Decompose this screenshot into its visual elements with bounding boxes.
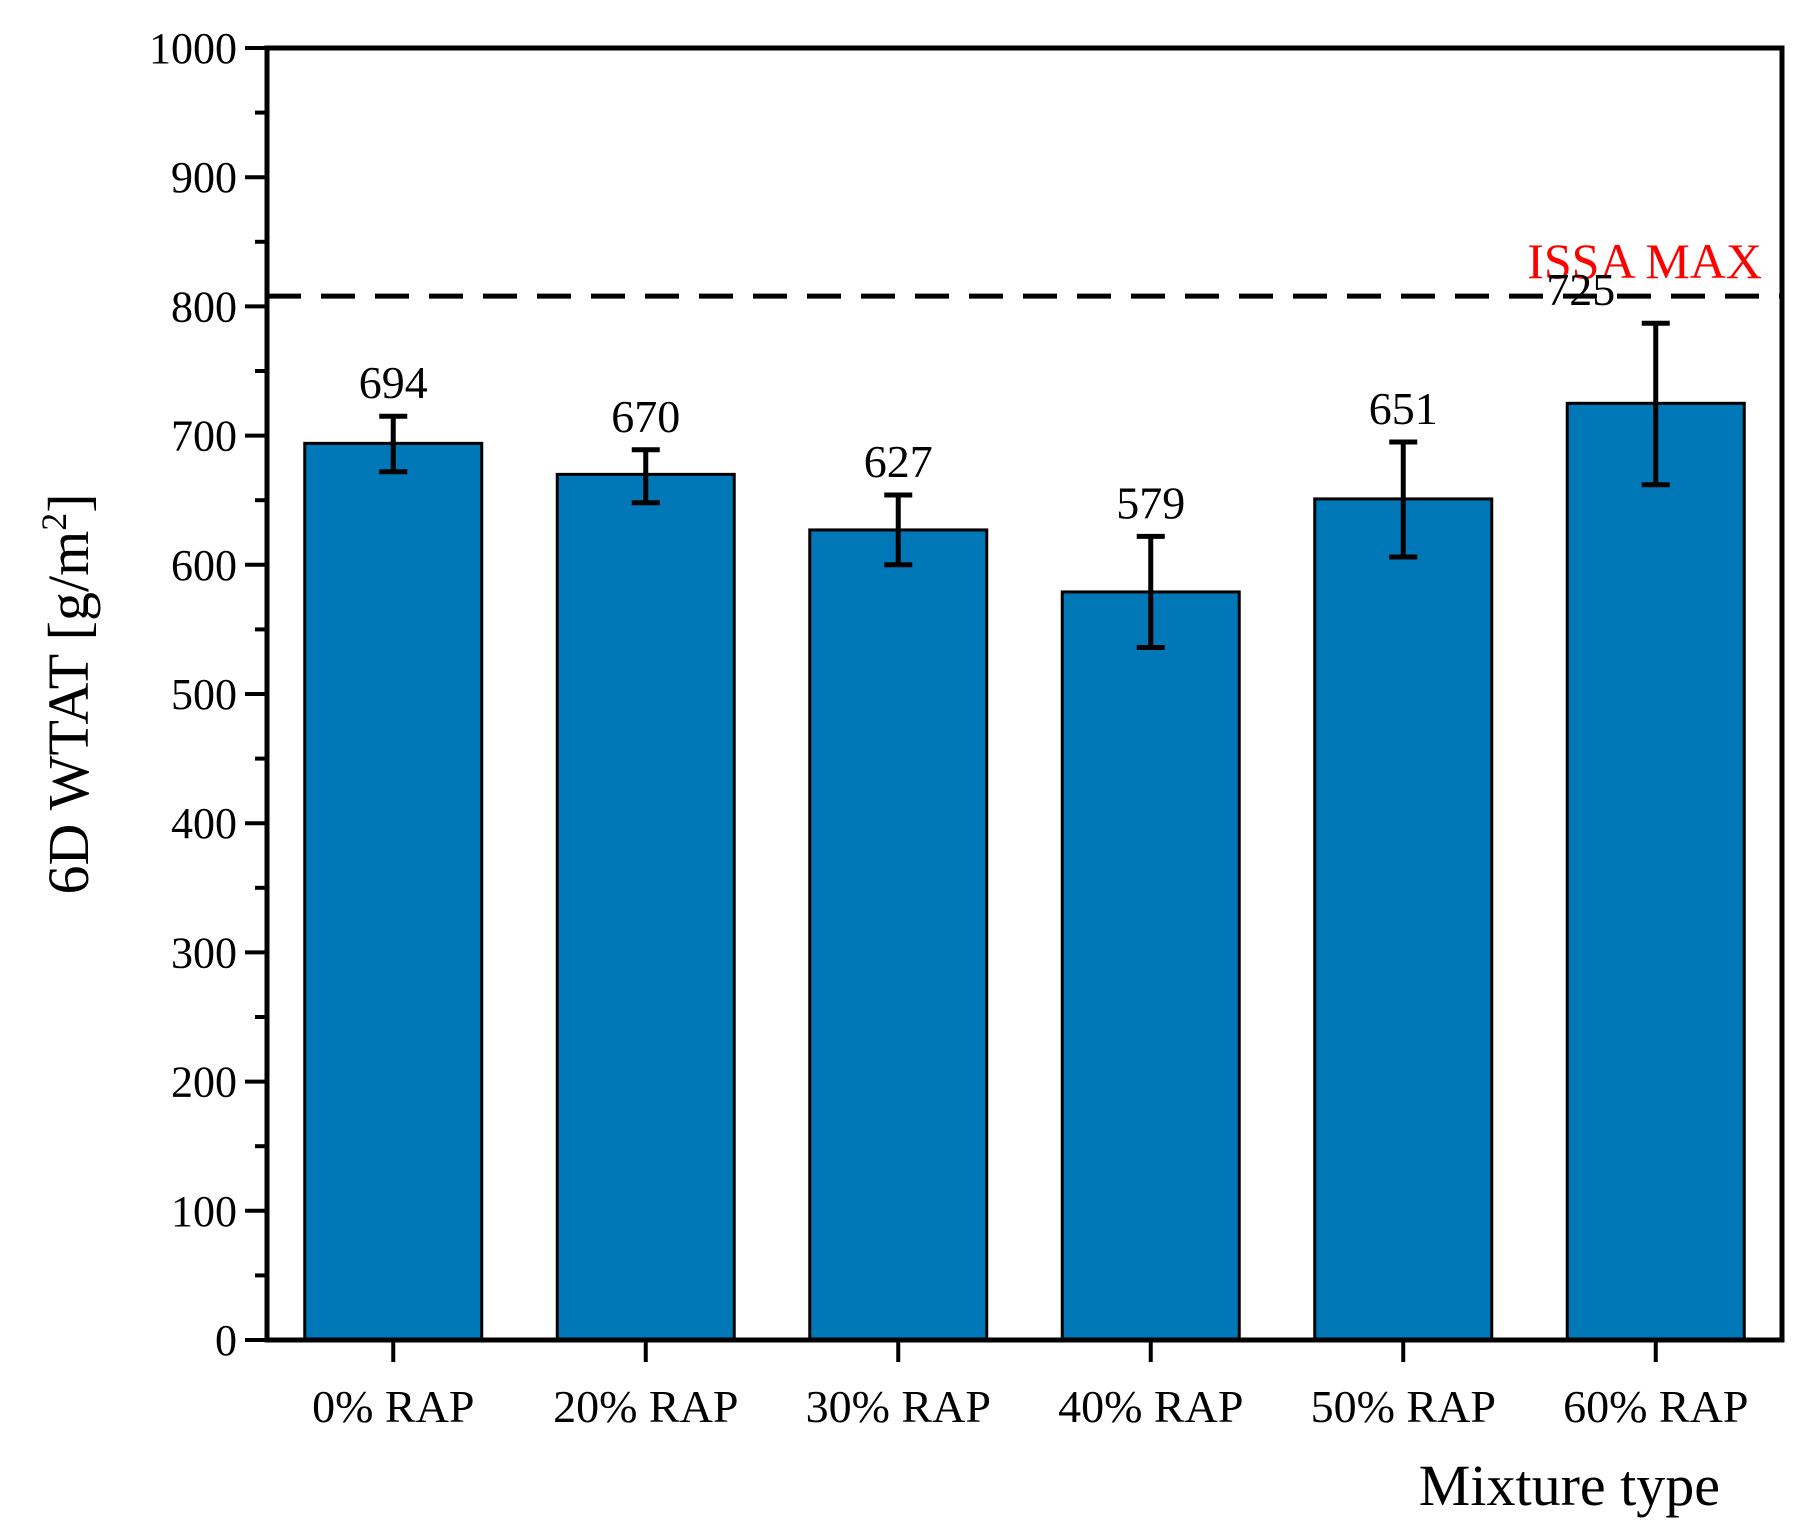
x-tick-label: 30% RAP	[806, 1381, 991, 1432]
x-axis-ticks	[391, 1340, 1658, 1362]
x-tick-label: 40% RAP	[1058, 1381, 1243, 1432]
y-tick-label: 500	[171, 670, 237, 719]
data-label: 694	[359, 357, 428, 408]
y-tick-label: 1000	[149, 24, 237, 73]
y-axis-title-superscript: 2	[34, 513, 74, 531]
x-axis-title: Mixture type	[1419, 1453, 1720, 1518]
data-label: 627	[864, 436, 933, 487]
bar	[555, 472, 736, 1342]
error-bars	[379, 320, 1670, 650]
y-tick-label: 700	[171, 412, 237, 461]
y-tick-label: 300	[171, 928, 237, 977]
bars	[303, 401, 1746, 1342]
data-label: 651	[1369, 383, 1438, 434]
y-tick-label: 100	[171, 1187, 237, 1236]
bar	[1060, 590, 1241, 1342]
y-tick-label: 600	[171, 541, 237, 590]
reference-line-label: ISSA MAX	[1527, 233, 1762, 289]
y-tick-label: 800	[171, 282, 237, 331]
y-axis-title-main: 6D WTAT [g/m	[36, 531, 101, 895]
bar	[1313, 497, 1494, 1342]
data-label: 579	[1116, 477, 1185, 528]
data-labels: 694 670 627 579 651 725	[359, 264, 1616, 528]
y-tick-label: 0	[215, 1316, 237, 1365]
y-axis-tick-labels: 0 100 200 300 400 500 600 700 800 900 1000	[149, 24, 237, 1365]
bar	[303, 441, 484, 1342]
x-tick-label: 60% RAP	[1563, 1381, 1748, 1432]
y-axis-title-end: ]	[36, 493, 101, 512]
x-tick-label: 0% RAP	[312, 1381, 474, 1432]
plot-frame	[264, 45, 1785, 1343]
x-tick-label: 50% RAP	[1311, 1381, 1496, 1432]
x-tick-label: 20% RAP	[553, 1381, 738, 1432]
bar	[808, 528, 989, 1342]
y-tick-label: 200	[171, 1058, 237, 1107]
x-axis-tick-labels: 0% RAP 20% RAP 30% RAP 40% RAP 50% RAP 60% RA…	[312, 1381, 1748, 1432]
y-tick-label: 400	[171, 799, 237, 848]
data-label: 725	[1546, 264, 1615, 315]
y-axis-ticks	[245, 46, 267, 1342]
y-axis-title: 6D WTAT [g/m2]	[34, 493, 101, 894]
y-tick-label: 900	[171, 153, 237, 202]
bar	[1565, 401, 1746, 1342]
reference-line-group: ISSA MAX	[267, 233, 1782, 299]
data-label: 670	[611, 391, 680, 442]
